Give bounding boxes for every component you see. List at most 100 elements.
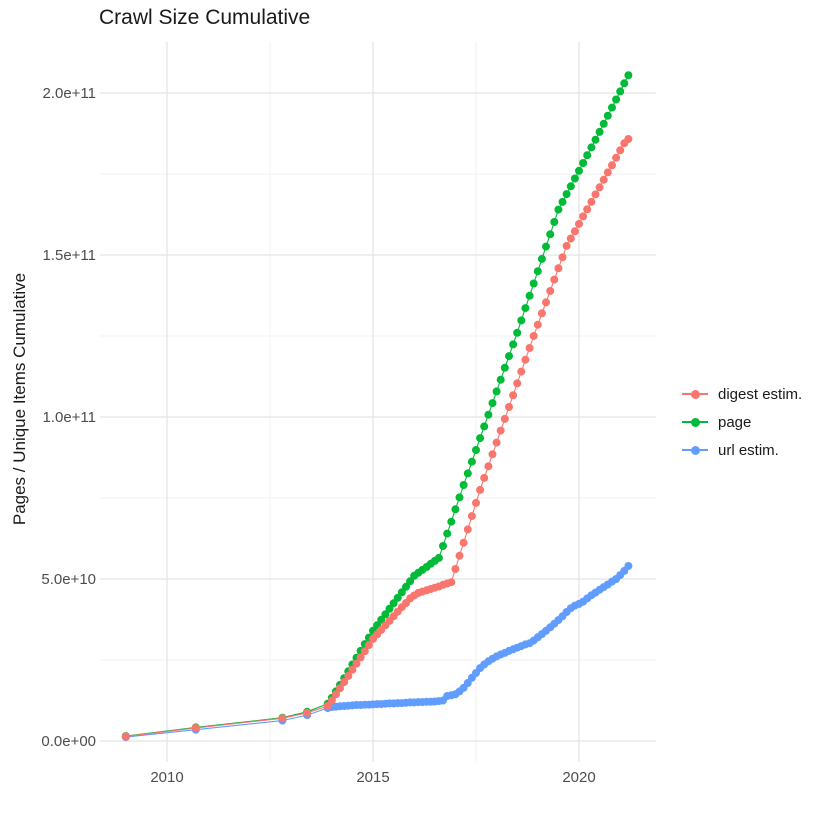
data-point xyxy=(529,279,538,288)
data-point xyxy=(121,732,130,741)
data-point xyxy=(570,174,579,183)
data-point xyxy=(455,551,464,560)
legend-entry-digest: digest estim. xyxy=(682,380,802,408)
data-point xyxy=(591,190,600,199)
data-point xyxy=(616,87,625,96)
data-point xyxy=(558,253,567,262)
data-point xyxy=(447,578,456,587)
data-point xyxy=(505,352,513,361)
data-point xyxy=(381,610,390,619)
data-point xyxy=(360,647,369,656)
data-point xyxy=(191,724,200,732)
data-point xyxy=(484,410,493,419)
data-point xyxy=(434,553,443,562)
data-point xyxy=(562,190,571,199)
data-point xyxy=(340,678,349,686)
data-point xyxy=(542,298,550,307)
data-point xyxy=(377,615,386,624)
data-point xyxy=(336,684,344,693)
data-point xyxy=(595,183,604,192)
data-point xyxy=(344,671,353,680)
data-point xyxy=(570,227,579,236)
data-point xyxy=(447,517,456,526)
data-point xyxy=(364,641,373,650)
data-point xyxy=(323,702,332,710)
data-point xyxy=(554,264,563,273)
y-tick-label: 2.0e+11 xyxy=(42,85,96,102)
data-point xyxy=(459,481,468,489)
data-point xyxy=(443,529,452,538)
data-point xyxy=(566,234,575,243)
data-point xyxy=(451,505,460,514)
data-point xyxy=(472,446,480,454)
data-point xyxy=(500,363,509,372)
data-point xyxy=(492,387,501,396)
data-point xyxy=(385,604,394,613)
legend-key-line xyxy=(682,417,708,427)
data-point xyxy=(583,205,592,214)
data-point xyxy=(517,316,526,325)
data-point xyxy=(579,159,588,167)
data-point xyxy=(402,582,410,591)
chart-title: Crawl Size Cumulative xyxy=(99,6,311,29)
data-point xyxy=(480,422,489,431)
y-tick-label: 0.0e+00 xyxy=(41,733,96,750)
data-point xyxy=(406,577,415,586)
data-point xyxy=(624,562,633,570)
y-tick-label: 5.0e+10 xyxy=(41,571,96,588)
data-point xyxy=(562,241,571,250)
data-point xyxy=(476,434,485,443)
data-point xyxy=(327,696,336,705)
data-point xyxy=(476,485,485,494)
data-point xyxy=(579,212,588,221)
data-point xyxy=(612,153,621,162)
data-point xyxy=(608,103,616,112)
legend: digest estim. page url estim. xyxy=(682,380,802,464)
data-point xyxy=(624,135,633,143)
y-axis-title: Pages / Unique Items Cumulative xyxy=(10,272,29,526)
data-point xyxy=(467,512,476,521)
data-point xyxy=(587,197,596,206)
data-point xyxy=(599,119,608,128)
x-tick-label: 2015 xyxy=(356,769,390,786)
data-point xyxy=(331,690,340,699)
data-point xyxy=(624,71,633,80)
data-point xyxy=(521,355,530,364)
legend-label: digest estim. xyxy=(718,385,803,403)
grid-major xyxy=(100,42,656,762)
data-point xyxy=(480,473,489,482)
x-tick-label: 2020 xyxy=(562,769,596,786)
data-point xyxy=(525,291,534,300)
data-point xyxy=(505,403,513,411)
legend-key-line xyxy=(682,445,708,455)
data-point xyxy=(599,175,608,184)
data-point xyxy=(537,309,546,318)
data-point xyxy=(496,375,505,384)
data-point xyxy=(603,111,612,120)
data-point xyxy=(608,161,616,170)
legend-entry-page: page xyxy=(682,408,802,436)
legend-key-dot xyxy=(690,445,700,455)
data-point xyxy=(533,320,542,329)
data-point xyxy=(278,714,287,723)
data-point xyxy=(529,332,538,340)
x-tick-label: 2010 xyxy=(150,769,184,786)
data-point xyxy=(393,593,402,602)
y-tick-label: 1.5e+11 xyxy=(42,247,96,264)
data-point xyxy=(463,469,472,478)
data-point xyxy=(484,462,493,471)
legend-key-dot xyxy=(690,417,700,427)
data-point xyxy=(603,168,612,177)
legend-entry-url: url estim. xyxy=(682,436,802,464)
data-point xyxy=(554,205,563,214)
data-point xyxy=(620,79,629,88)
series-url-estim- xyxy=(121,562,633,742)
data-point xyxy=(303,708,312,717)
y-tick-label: 1.0e+11 xyxy=(42,409,96,426)
data-point xyxy=(439,542,447,550)
legend-label: url estim. xyxy=(718,441,779,459)
data-point xyxy=(616,146,625,155)
data-point xyxy=(533,267,542,276)
